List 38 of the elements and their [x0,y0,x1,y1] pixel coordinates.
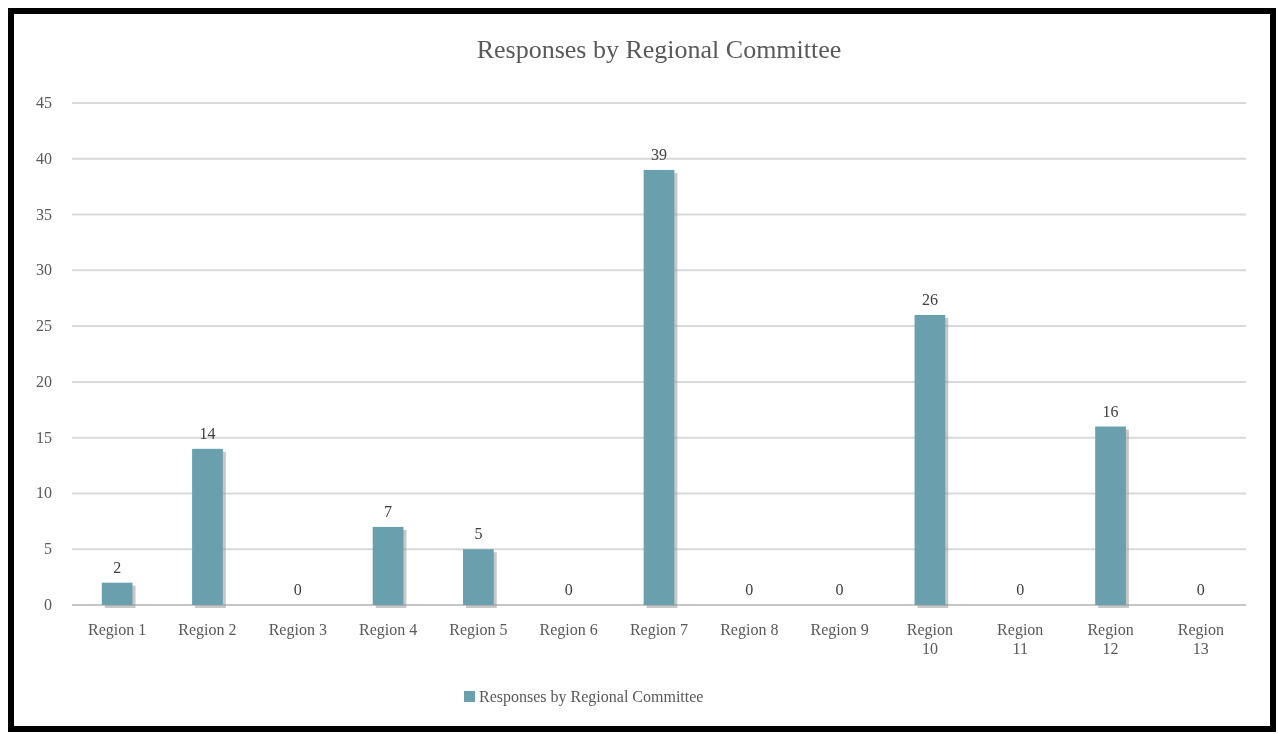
y-tick-label: 5 [44,540,52,558]
y-tick-label: 15 [36,428,52,446]
data-label: 2 [113,558,122,576]
x-tick-label: Region 6 [539,621,598,639]
x-tick-label: Region 7 [629,621,689,639]
data-label: 7 [384,502,393,520]
y-tick-label: 35 [36,205,52,223]
x-tick-label: Region 10 [906,621,954,657]
data-label: 39 [651,145,667,163]
x-tick-label: Region 8 [720,621,779,639]
data-label: 14 [199,424,216,442]
y-tick-label: 30 [36,261,52,279]
y-tick-label: 25 [36,317,52,335]
legend-label: Responses by Regional Committee [479,688,704,706]
data-label: 0 [1016,581,1025,598]
y-tick-label: 45 [36,94,52,111]
data-label: 0 [835,581,844,598]
y-tick-label: 40 [36,149,52,167]
x-tick-label: Region 12 [1087,621,1134,657]
data-label: 0 [1196,581,1205,598]
x-tick-label: Region 3 [268,621,327,639]
data-label: 0 [745,581,754,598]
x-tick-label: Region 4 [358,621,418,639]
data-label: 0 [293,581,302,598]
data-label: 16 [1102,402,1119,420]
y-tick-label: 20 [36,372,52,390]
data-label: 0 [564,581,573,598]
x-tick-label: Region 11 [997,621,1044,657]
chart-title: Responses by Regional Committee [476,35,842,64]
y-tick-label: 0 [44,596,52,613]
y-tick-label: 10 [36,484,52,502]
x-tick-label: Region 9 [810,621,869,639]
x-tick-label: Region 1 [88,621,147,639]
x-tick-label: Region 13 [1177,621,1224,657]
data-label: 26 [921,290,938,308]
x-tick-label: Region 2 [178,621,237,639]
x-tick-label: Region 5 [449,621,508,639]
data-label: 5 [474,525,483,543]
